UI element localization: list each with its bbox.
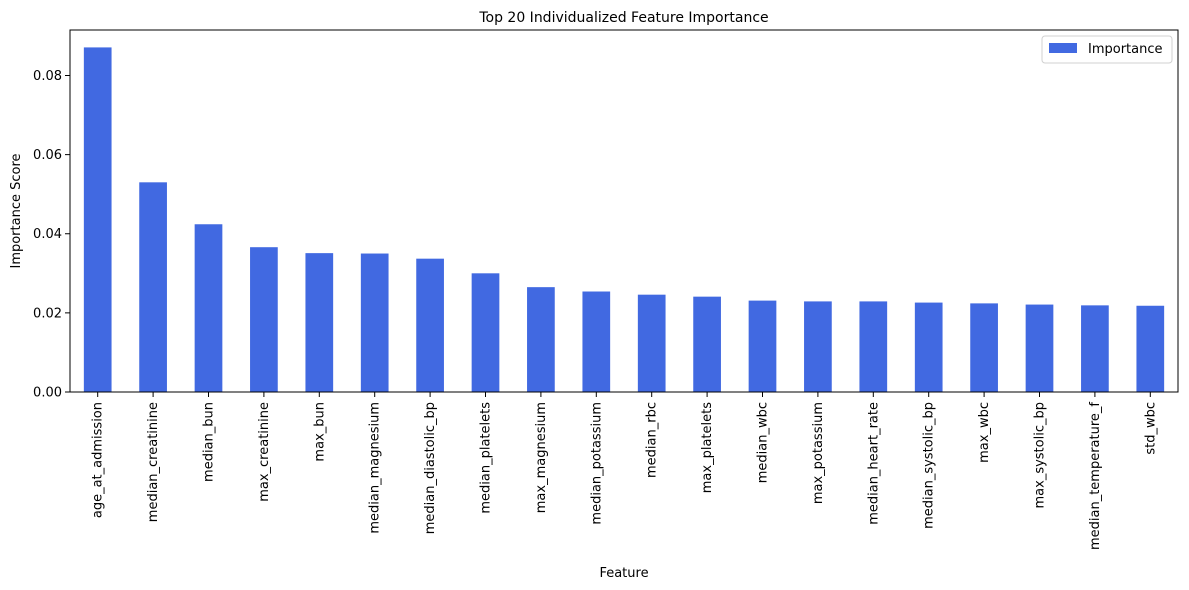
x-tick-label: max_magnesium — [534, 402, 549, 513]
bar-median_magnesium — [360, 253, 389, 392]
chart-title: Top 20 Individualized Feature Importance — [478, 10, 768, 26]
bar-max_potassium — [804, 301, 832, 392]
bar-median_rbc — [637, 294, 666, 392]
y-tick-label: 0.04 — [33, 227, 62, 242]
x-tick-label: median_rbc — [645, 402, 660, 478]
bar-median_diastolic_bp — [416, 258, 444, 392]
x-tick-label: median_bun — [202, 402, 217, 482]
bar-max_bun — [305, 253, 334, 392]
bar-max_platelets — [693, 296, 721, 392]
bar-median_heart_rate — [859, 301, 888, 392]
legend-label: Importance — [1088, 42, 1163, 57]
x-tick-label: median_platelets — [479, 402, 494, 514]
x-axis-label: Feature — [599, 566, 648, 581]
x-tick-label: median_magnesium — [368, 402, 383, 534]
bar-max_systolic_bp — [1025, 304, 1054, 392]
bar-median_creatinine — [139, 182, 167, 392]
legend: Importance — [1041, 35, 1173, 64]
x-tick-label: median_systolic_bp — [922, 402, 937, 529]
x-tick-label: median_wbc — [756, 402, 771, 483]
x-tick-label: median_temperature_f — [1088, 402, 1103, 550]
y-tick-label: 0.08 — [33, 69, 62, 84]
y-axis: 0.00 0.02 0.04 0.06 0.08 — [33, 69, 70, 401]
bar-median_wbc — [748, 300, 777, 392]
bar-max_creatinine — [250, 247, 278, 392]
bar-std_wbc — [1136, 305, 1165, 392]
bar-median_platelets — [471, 273, 500, 392]
bar-median_potassium — [582, 291, 611, 392]
y-tick-label: 0.02 — [33, 306, 62, 321]
x-tick-label: max_platelets — [700, 402, 715, 493]
bar-median_systolic_bp — [914, 302, 943, 392]
x-tick-label: max_wbc — [977, 402, 992, 463]
bar-max_magnesium — [527, 287, 555, 392]
x-tick-label: median_creatinine — [146, 402, 161, 522]
bar-age_at_admission — [83, 47, 112, 392]
bar-median_temperature_f — [1081, 305, 1109, 392]
plot-frame — [69, 29, 1179, 393]
x-tick-label: median_diastolic_bp — [423, 402, 438, 534]
legend-box — [1041, 35, 1173, 64]
y-tick-label: 0.06 — [33, 148, 62, 163]
x-tick-label: age_at_admission — [91, 402, 106, 518]
x-tick-label: max_systolic_bp — [1033, 402, 1048, 509]
x-tick-label: median_heart_rate — [866, 402, 881, 525]
bar-max_wbc — [970, 303, 998, 392]
bars-group — [83, 47, 1165, 392]
x-tick-label: max_creatinine — [257, 402, 272, 502]
x-axis: age_at_admission median_creatinine median_… — [91, 392, 1158, 550]
x-tick-label: max_potassium — [811, 402, 826, 504]
x-tick-label: max_bun — [312, 402, 327, 462]
bar-median_bun — [194, 224, 223, 392]
legend-swatch — [1049, 43, 1077, 53]
x-tick-label: std_wbc — [1143, 402, 1158, 455]
x-tick-label: median_potassium — [589, 402, 604, 525]
y-tick-label: 0.00 — [33, 386, 62, 401]
y-axis-label: Importance Score — [9, 153, 24, 268]
